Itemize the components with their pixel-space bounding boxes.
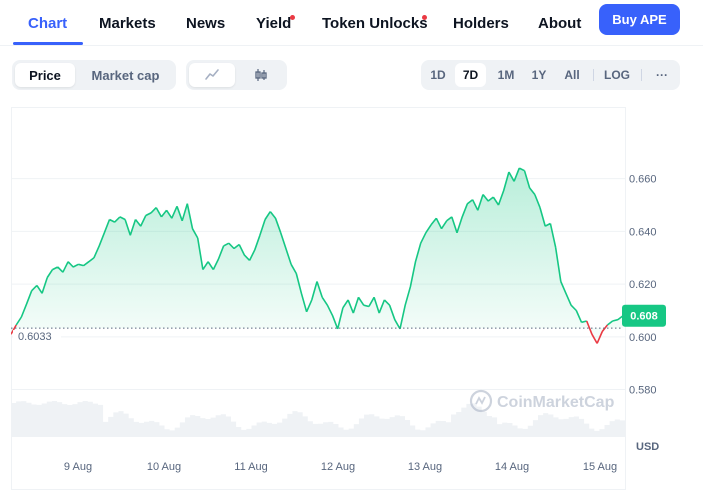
- price-area: [11, 168, 623, 344]
- time-range-toggle: 1D 7D 1M 1Y All LOG ···: [421, 60, 680, 90]
- range-divider: [593, 69, 594, 81]
- y-tick-label: 0.660: [629, 174, 657, 186]
- tab-news[interactable]: News: [186, 15, 226, 32]
- top-nav: Chart Markets News Yield Token Unlocks H…: [0, 0, 703, 46]
- tab-chart[interactable]: Chart: [28, 15, 68, 32]
- volume-bars: [11, 401, 625, 437]
- token-unlocks-notification-dot: [422, 15, 427, 20]
- tab-about[interactable]: About: [538, 15, 582, 32]
- price-line-down: [11, 320, 609, 344]
- chart-type-toggle: [186, 60, 287, 90]
- active-tab-indicator: [13, 42, 83, 45]
- baseline-label: 0.6033: [18, 331, 52, 343]
- x-tick-label: 11 Aug: [234, 461, 267, 473]
- metric-price-button[interactable]: Price: [15, 63, 75, 87]
- line-chart-button[interactable]: [189, 63, 235, 87]
- range-all-button[interactable]: All: [564, 68, 580, 82]
- baseline-label-bg: [13, 330, 61, 345]
- metric-toggle: Price Market cap: [12, 60, 176, 90]
- watermark-text: CoinMarketCap: [497, 394, 615, 411]
- range-1y-button[interactable]: 1Y: [531, 68, 547, 82]
- more-options-button[interactable]: ···: [656, 68, 668, 82]
- coinmarketcap-logo-mark: [475, 396, 486, 405]
- currency-label: USD: [636, 441, 659, 453]
- metric-market-cap-button[interactable]: Market cap: [91, 67, 160, 83]
- x-tick-label: 12 Aug: [321, 461, 355, 473]
- x-tick-label: 10 Aug: [147, 461, 181, 473]
- log-scale-button[interactable]: LOG: [604, 68, 630, 82]
- price-chart[interactable]: 0.660 0.640 0.620 0.600 0.580 9 Aug 10 Aug 11 …: [11, 107, 703, 490]
- candlestick-icon: [255, 69, 267, 81]
- y-tick-label: 0.580: [629, 385, 657, 397]
- x-tick-label: 14 Aug: [495, 461, 529, 473]
- y-tick-label: 0.620: [629, 279, 657, 291]
- price-chart-svg: 0.660 0.640 0.620 0.600 0.580 9 Aug 10 Aug 11 …: [11, 107, 666, 490]
- yield-notification-dot: [290, 15, 295, 20]
- tab-token-unlocks[interactable]: Token Unlocks: [322, 15, 428, 32]
- x-tick-label: 15 Aug: [583, 461, 617, 473]
- y-tick-label: 0.600: [629, 332, 657, 344]
- more-divider: [641, 69, 642, 81]
- range-1m-button[interactable]: 1M: [497, 68, 515, 82]
- buy-button[interactable]: Buy APE: [599, 4, 680, 35]
- current-price-label: 0.608: [630, 311, 658, 323]
- watermark: CoinMarketCap: [469, 389, 615, 413]
- x-tick-label: 9 Aug: [64, 461, 92, 473]
- candlestick-button[interactable]: [238, 63, 284, 87]
- tab-markets[interactable]: Markets: [99, 15, 156, 32]
- price-line-up: [15, 167, 624, 330]
- current-price-badge: [622, 304, 666, 327]
- line-chart-icon: [205, 69, 219, 80]
- range-1d-button[interactable]: 1D: [430, 68, 446, 82]
- y-tick-label: 0.640: [629, 226, 657, 238]
- tab-yield[interactable]: Yield: [256, 15, 292, 32]
- x-tick-label: 13 Aug: [408, 461, 442, 473]
- coinmarketcap-logo-icon: [469, 389, 493, 413]
- range-7d-button[interactable]: 7D: [455, 63, 486, 87]
- tab-holders[interactable]: Holders: [453, 15, 509, 32]
